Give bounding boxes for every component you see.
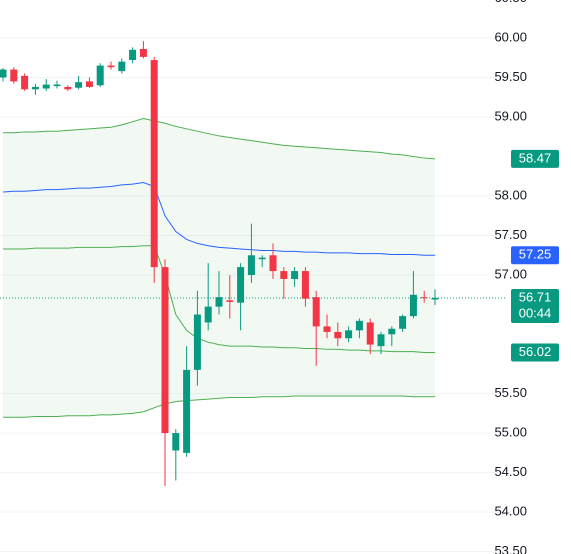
price-badge-label: 56.71 [519, 289, 552, 304]
candle-body [64, 86, 72, 90]
candle-body [399, 316, 407, 329]
price-badge [511, 246, 559, 265]
candle-body [420, 297, 428, 299]
candle-body [31, 86, 39, 90]
price-badge-label: 57.25 [519, 247, 552, 262]
candle-body [75, 82, 83, 88]
candle-body [150, 60, 158, 268]
y-tick-label: 60.50 [494, 0, 527, 5]
candle-body [258, 257, 266, 260]
y-tick-label: 55.50 [494, 385, 527, 400]
price-badge [511, 288, 559, 323]
candle-body [96, 65, 104, 86]
candle-body [247, 255, 255, 276]
candle-body [161, 267, 169, 434]
y-tick-label: 58.00 [494, 187, 527, 202]
candle-body [280, 271, 288, 279]
y-tick-label: 55.00 [494, 425, 527, 440]
candle-body [226, 300, 234, 302]
candle-body [366, 322, 374, 345]
band-line [2, 182, 435, 256]
candle-body [10, 69, 18, 82]
y-tick-label: 60.00 [494, 29, 527, 44]
candle-body [215, 297, 223, 307]
y-tick-label: 57.00 [494, 266, 527, 281]
price-badge [511, 149, 559, 168]
candle-body [193, 314, 201, 370]
candle-body [409, 294, 417, 317]
candle-body [301, 271, 309, 299]
band-line [3, 245, 435, 353]
candle-body [377, 334, 385, 347]
y-tick-label: 53.50 [494, 543, 527, 554]
candle-body [312, 297, 320, 327]
candle-body [183, 369, 191, 453]
candle-body [107, 65, 115, 68]
band-fill [3, 118, 435, 418]
candle-body [53, 84, 61, 87]
price-badge-label: 56.02 [519, 344, 552, 359]
candle-body [172, 433, 180, 451]
candle-body [355, 320, 363, 331]
candle-body [237, 267, 245, 303]
y-tick-label: 54.50 [494, 464, 527, 479]
candle-body [323, 326, 331, 332]
candle-body [334, 331, 342, 339]
y-tick-label: 54.00 [494, 504, 527, 519]
y-tick-label: 57.50 [494, 227, 527, 242]
candle-body [269, 255, 277, 272]
candle-body [21, 75, 29, 90]
price-badge-label: 58.47 [519, 150, 552, 165]
band-line [3, 118, 436, 160]
candle-body [291, 271, 299, 279]
candle-body [85, 81, 93, 87]
countdown-label: 00:44 [519, 305, 552, 320]
candle-body [204, 306, 212, 323]
y-tick-label: 59.00 [494, 108, 527, 123]
candle-body [345, 330, 353, 339]
candle-body [388, 328, 396, 335]
price-badge [511, 343, 559, 362]
candle-body [42, 84, 50, 89]
candle-body [139, 48, 147, 57]
candle-body [118, 61, 126, 72]
candle-body [129, 49, 137, 61]
band-line [3, 395, 435, 418]
candle-body [0, 69, 7, 78]
y-tick-label: 59.50 [494, 69, 527, 84]
candle-body [431, 297, 439, 300]
